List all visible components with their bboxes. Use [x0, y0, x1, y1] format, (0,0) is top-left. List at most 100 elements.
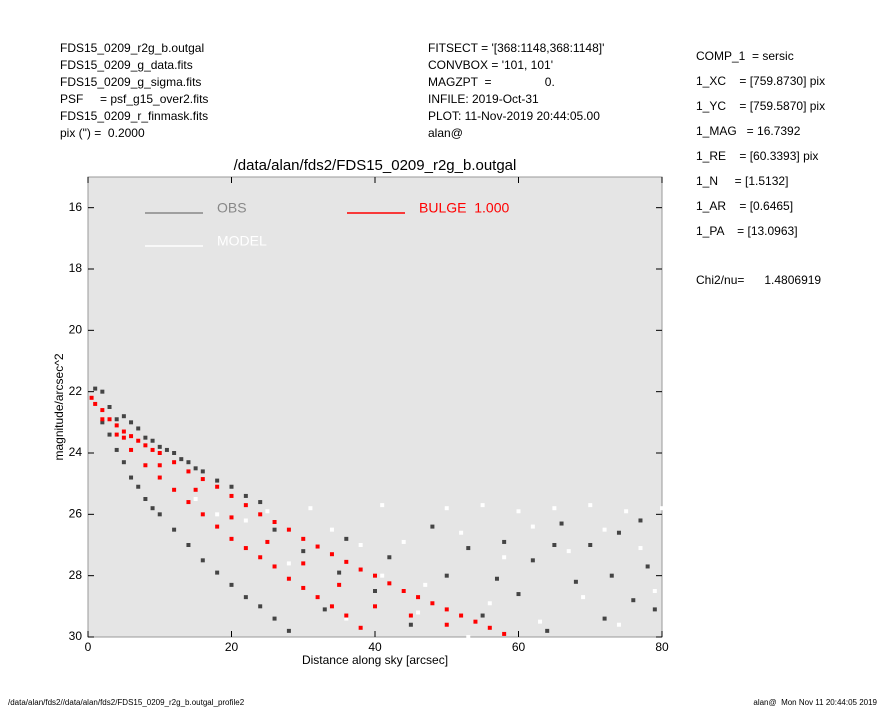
point [258, 500, 263, 505]
header-right-line: 1_YC = [759.5870] pix [696, 99, 825, 113]
point [581, 595, 586, 600]
point [322, 607, 327, 612]
point [243, 503, 248, 508]
footer-right: alan@ Mon Nov 11 20:44:05 2019 [753, 698, 877, 707]
point [258, 555, 263, 560]
plot-area [87, 176, 663, 638]
point [114, 432, 119, 437]
point [444, 573, 449, 578]
point [516, 592, 521, 597]
point [286, 561, 291, 566]
point [602, 527, 607, 532]
point [466, 546, 471, 551]
point [93, 401, 98, 406]
point [172, 527, 177, 532]
point [380, 503, 385, 508]
point [243, 493, 248, 498]
point [200, 512, 205, 517]
point [258, 512, 263, 517]
y-tick-label: 20 [69, 323, 83, 337]
point [480, 503, 485, 508]
point [286, 576, 291, 581]
legend-label: BULGE 1.000 [419, 200, 509, 216]
point [100, 389, 105, 394]
point [229, 484, 234, 489]
point [157, 512, 162, 517]
header-right-line: 1_AR = [0.6465] [696, 199, 793, 213]
point [566, 549, 571, 554]
point [193, 466, 198, 471]
point [157, 444, 162, 449]
header-middle-line: MAGZPT = 0. [428, 75, 555, 89]
point [107, 417, 112, 422]
point [308, 506, 313, 511]
point [480, 613, 485, 618]
x-tick-label: 20 [225, 640, 239, 654]
point [444, 622, 449, 627]
y-axis-label: magnitude/arcsec^2 [52, 353, 66, 460]
point [143, 463, 148, 468]
header-right-line: COMP_1 = sersic [696, 49, 794, 63]
point [652, 607, 657, 612]
point [229, 515, 234, 520]
point [516, 509, 521, 514]
point [143, 497, 148, 501]
point [301, 549, 306, 554]
point [136, 426, 141, 431]
header-right-line: 1_PA = [13.0963] [696, 224, 798, 238]
point [602, 616, 607, 621]
point [459, 613, 464, 618]
point [286, 527, 291, 532]
point [157, 451, 162, 455]
point [459, 530, 464, 535]
point [229, 493, 234, 498]
point [186, 543, 191, 547]
point [530, 558, 535, 563]
header-left-line: PSF = psf_g15_over2.fits [60, 92, 208, 106]
footer-left: /data/alan/fds2//data/alan/fds2/FDS15_02… [8, 698, 245, 707]
y-tick-label: 18 [69, 261, 83, 275]
point [616, 530, 621, 535]
point [265, 509, 270, 514]
point [229, 582, 234, 587]
point [358, 625, 363, 630]
series-points [89, 395, 507, 636]
point [545, 628, 550, 633]
point [121, 460, 126, 465]
point [243, 595, 248, 600]
point [616, 622, 621, 627]
series-points [193, 497, 664, 639]
header-left-line: FDS15_0209_r2g_b.outgal [60, 41, 204, 55]
point [243, 546, 248, 551]
point [559, 521, 564, 526]
point [157, 463, 162, 468]
point [329, 552, 334, 557]
x-tick-label: 0 [85, 640, 92, 654]
point [638, 546, 643, 551]
point [344, 559, 349, 564]
point [652, 589, 657, 593]
header-right-line: 1_N = [1.5132] [696, 174, 788, 188]
header-right-line: 1_RE = [60.3393] pix [696, 149, 818, 163]
point [186, 469, 191, 474]
point [193, 487, 198, 492]
point [430, 524, 435, 529]
point [129, 434, 134, 439]
point [89, 395, 94, 400]
point [107, 432, 112, 437]
header-middle-line: PLOT: 11-Nov-2019 20:44:05.00 [428, 109, 600, 123]
point [215, 478, 220, 483]
point [660, 506, 664, 511]
point [423, 582, 428, 587]
legend-label: OBS [217, 200, 247, 216]
point [200, 477, 205, 482]
point [624, 509, 629, 514]
point [494, 576, 499, 581]
point [344, 536, 349, 541]
point [164, 447, 169, 452]
point [114, 417, 119, 422]
point [638, 518, 643, 523]
point [337, 570, 342, 575]
point [609, 573, 614, 578]
